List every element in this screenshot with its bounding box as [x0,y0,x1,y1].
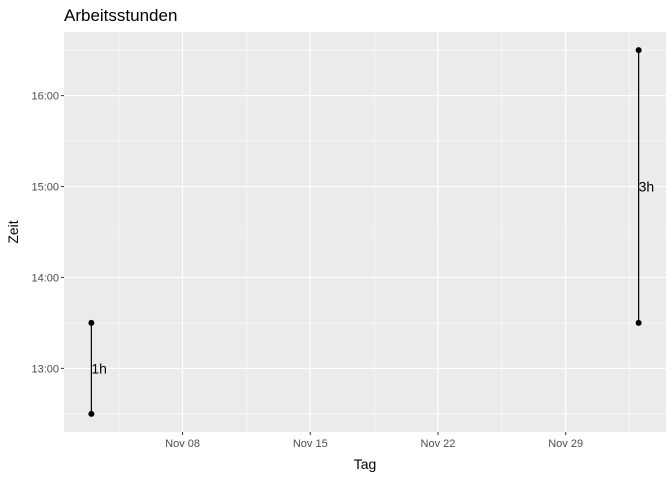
x-tick-label: Nov 22 [421,438,456,450]
data-marks: 1h 3h [88,47,654,417]
axis-ticks: Nov 08 Nov 15 Nov 22 Nov 29 13:00 14:00 15:00 1… [31,91,583,450]
y-axis-title: Zeit [5,220,21,243]
major-gridlines [64,32,666,432]
x-tick-label: Nov 08 [165,438,200,450]
y-tick-label: 13:00 [31,363,59,375]
segment-end-point [635,47,642,54]
segment-start-point [88,410,95,417]
y-tick-label: 15:00 [31,182,59,194]
chart-title: Arbeitsstunden [64,6,177,25]
x-tick-label: Nov 15 [293,438,328,450]
x-tick-label: Nov 29 [548,438,583,450]
y-tick-label: 16:00 [31,91,59,103]
y-tick-label: 14:00 [31,272,59,284]
segment-end-point [88,319,95,326]
segment-start-point [635,319,642,326]
x-axis-title: Tag [354,456,377,472]
duration-label: 3h [639,179,655,195]
duration-label: 1h [91,360,107,376]
